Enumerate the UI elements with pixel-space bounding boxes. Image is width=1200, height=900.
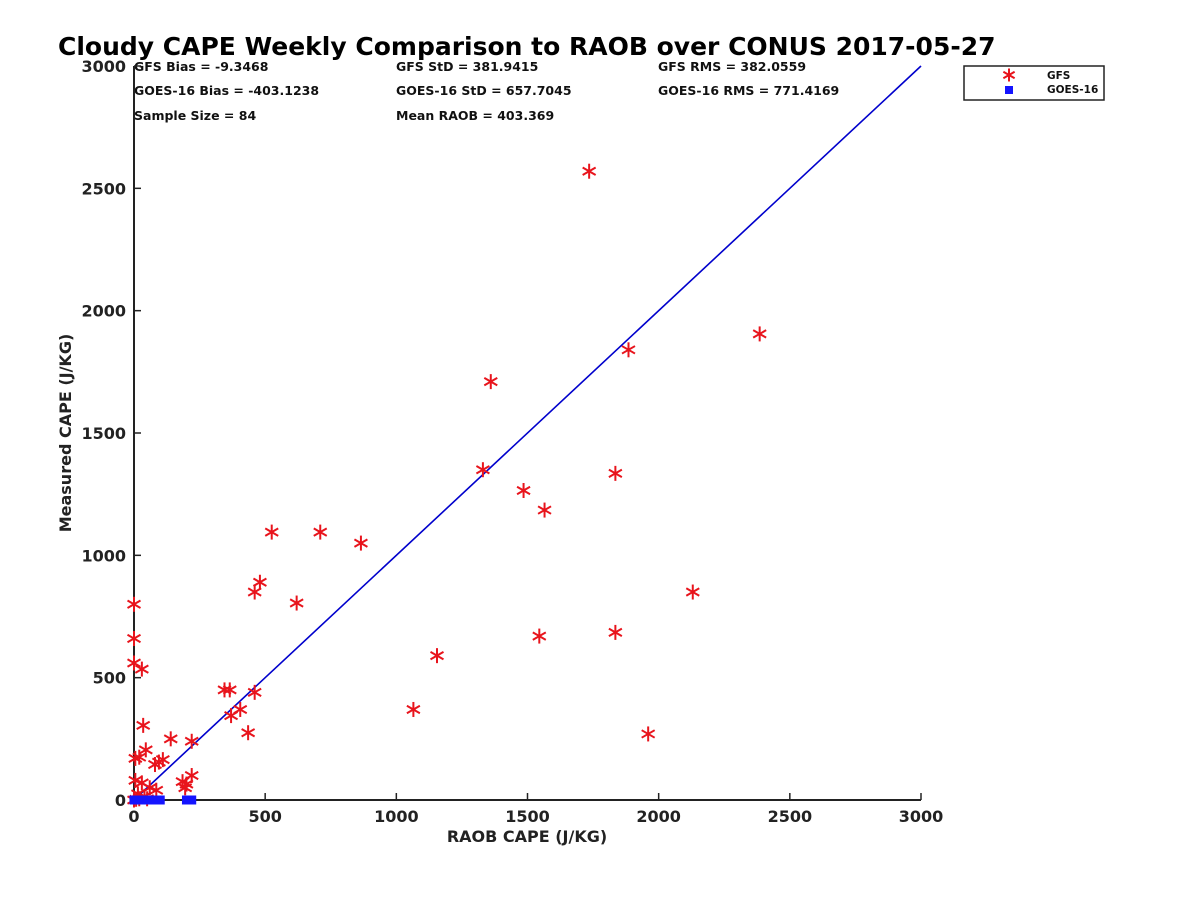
legend-goes-square [1005, 86, 1013, 94]
gfs-point [289, 595, 304, 611]
gfs-point [138, 742, 153, 758]
gfs-point [685, 584, 700, 600]
gfs-point [532, 628, 547, 644]
y-tick-label: 2000 [81, 302, 126, 321]
gfs-point [313, 524, 328, 540]
gfs-point [163, 731, 178, 747]
gfs-point [582, 163, 597, 179]
gfs-point [483, 374, 498, 390]
legend-goes-label: GOES-16 [1047, 84, 1098, 96]
x-tick-label: 2500 [768, 807, 813, 826]
reference-line-layer [133, 65, 922, 801]
x-tick-label: 2000 [636, 807, 681, 826]
stat-gfs-bias: GFS Bias = -9.3468 [134, 59, 268, 74]
stats-block: GFS Bias = -9.3468 GFS StD = 381.9415 GF… [134, 59, 839, 123]
gfs-point [127, 655, 141, 671]
gfs-point [608, 465, 623, 481]
x-axis-label: RAOB CAPE (J/KG) [447, 827, 607, 846]
gfs-point [641, 726, 656, 742]
y-tick-label: 3000 [81, 57, 126, 76]
chart-title: Cloudy CAPE Weekly Comparison to RAOB ov… [58, 32, 996, 61]
gfs-point [241, 725, 256, 741]
y-tick-label: 0 [115, 791, 126, 810]
legend-gfs-label: GFS [1047, 70, 1070, 82]
gfs-point [537, 502, 552, 518]
x-tick-label: 1500 [505, 807, 550, 826]
gfs-point [178, 780, 193, 796]
legend-box [963, 65, 1105, 101]
y-tick-label: 2500 [81, 179, 126, 198]
goes16-point [187, 795, 197, 805]
axes: 0 500 1000 1500 2000 2500 3000 0 500 1000 1500 2000… [81, 57, 943, 826]
gfs-point [127, 631, 141, 647]
goes16-point [155, 795, 165, 805]
gfs-point [247, 584, 262, 600]
gfs-point [134, 661, 149, 677]
legend-gfs-asterisk [1002, 68, 1016, 82]
stat-goes-bias: GOES-16 Bias = -403.1238 [134, 83, 319, 98]
legend: GFS GOES-16 [963, 65, 1105, 101]
gfs-point [184, 733, 199, 749]
gfs-point [406, 701, 421, 717]
y-tick-label: 1500 [81, 424, 126, 443]
gfs-point [516, 482, 531, 498]
stat-mean-raob: Mean RAOB = 403.369 [396, 108, 554, 123]
gfs-point [621, 342, 636, 358]
data-points-layer [127, 163, 767, 808]
gfs-point [247, 684, 262, 700]
gfs-point [264, 524, 279, 540]
y-axis-label: Measured CAPE (J/KG) [56, 334, 75, 533]
legend-goes-marker-icon [1005, 86, 1013, 94]
gfs-point [224, 708, 239, 724]
stat-sample-size: Sample Size = 84 [134, 108, 256, 123]
gfs-point [128, 772, 143, 788]
legend-gfs-marker-icon [1002, 68, 1016, 82]
y-tick-label: 1000 [81, 546, 126, 565]
gfs-point [127, 596, 141, 612]
gfs-point [136, 717, 151, 733]
stat-goes-std: GOES-16 StD = 657.7045 [396, 83, 572, 98]
gfs-point [608, 624, 623, 640]
stat-gfs-std: GFS StD = 381.9415 [396, 59, 538, 74]
gfs-point [149, 782, 164, 798]
gfs-point [429, 648, 444, 664]
gfs-point [752, 326, 767, 342]
stat-gfs-rms: GFS RMS = 382.0559 [658, 59, 806, 74]
gfs-point [475, 462, 490, 478]
gfs-point [147, 757, 162, 773]
gfs-point [353, 535, 368, 551]
y-tick-label: 500 [93, 669, 126, 688]
x-tick-label: 1000 [374, 807, 419, 826]
gfs-point [132, 749, 147, 765]
stat-goes-rms: GOES-16 RMS = 771.4169 [658, 83, 839, 98]
gfs-point [222, 682, 237, 698]
x-tick-label: 3000 [899, 807, 944, 826]
one-to-one-line [133, 65, 922, 801]
x-tick-label: 500 [248, 807, 281, 826]
x-tick-label: 0 [128, 807, 139, 826]
